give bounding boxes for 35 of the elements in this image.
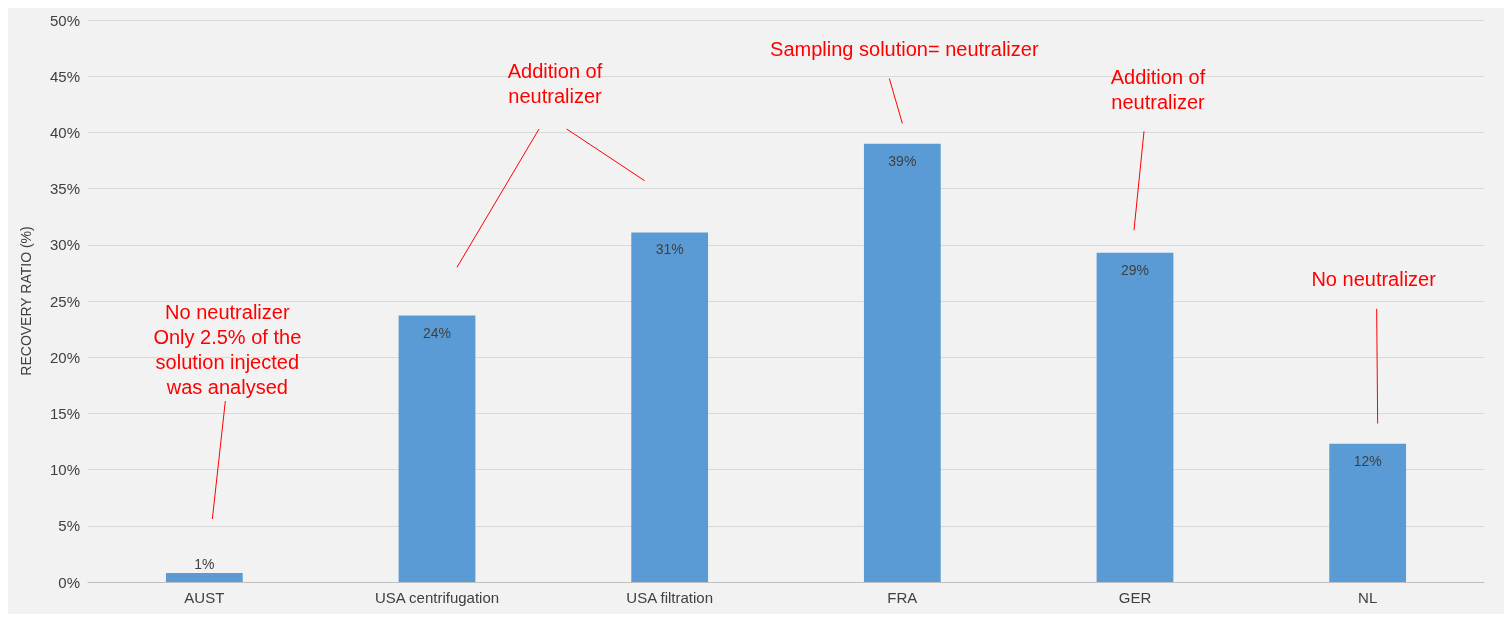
y-tick-label: 20%	[49, 348, 80, 366]
data-label: 29%	[1120, 261, 1150, 278]
y-tick-label: 30%	[49, 236, 80, 254]
y-tick-label: 15%	[49, 404, 80, 422]
annotation: Sampling solution= neutralizer	[769, 36, 1040, 62]
y-tick-label: 25%	[49, 292, 80, 310]
data-label: 12%	[1353, 452, 1382, 469]
data-label: 24%	[422, 324, 452, 341]
annotation: Addition of neutralizer	[1109, 64, 1207, 115]
annotation: No neutralizer Only 2.5% of the solution injected was analysed	[152, 299, 303, 400]
x-tick-label: USA centrifugation	[374, 589, 500, 606]
data-label: 31%	[655, 241, 684, 258]
y-tick-label: 50%	[49, 11, 80, 29]
x-tick-label: NL	[1358, 589, 1378, 606]
annotation: Addition of neutralizer	[506, 59, 604, 110]
x-tick-label: GER	[1118, 589, 1152, 606]
bar	[863, 143, 941, 582]
y-tick-label: 0%	[58, 573, 80, 591]
bar	[631, 232, 709, 582]
x-tick-label: FRA	[887, 589, 918, 606]
x-tick-label: AUST	[184, 589, 225, 606]
y-tick-label: 10%	[49, 461, 80, 479]
x-tick-label: USA filtration	[626, 589, 714, 606]
bar	[398, 315, 476, 582]
bar	[1329, 443, 1407, 582]
data-label: 39%	[888, 152, 917, 169]
y-tick-label: 40%	[49, 123, 80, 141]
annotation: No neutralizer	[1310, 267, 1437, 293]
y-tick-label: 35%	[49, 180, 80, 198]
bar	[165, 573, 243, 582]
y-tick-label: 45%	[49, 67, 80, 85]
y-axis-title: RECOVERY RATIO (%)	[18, 226, 34, 376]
data-label: 1%	[194, 556, 215, 573]
y-tick-label: 5%	[58, 517, 80, 535]
bar	[1096, 252, 1174, 582]
